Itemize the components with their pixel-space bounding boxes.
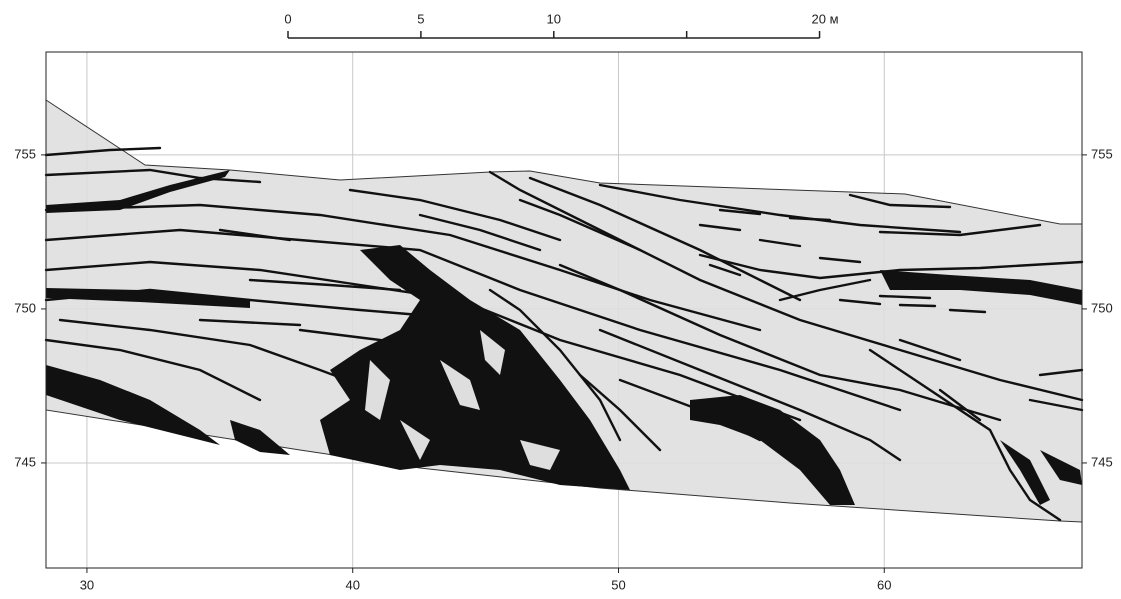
x-tick-label: 60 xyxy=(877,577,891,592)
x-tick-label: 30 xyxy=(80,577,94,592)
cross-section xyxy=(46,100,1082,522)
y-tick-label-right: 755 xyxy=(1091,146,1113,161)
y-tick-label: 750 xyxy=(14,300,36,315)
y-tick-label: 755 xyxy=(14,146,36,161)
scale-label: 0 xyxy=(284,11,291,26)
section-figure: 30 40 50 60 745 745 750 750 755 755 0 5 10 20 м xyxy=(0,0,1121,599)
x-tick-label: 50 xyxy=(611,577,625,592)
scale-label: 10 xyxy=(547,11,561,26)
y-tick-label-right: 745 xyxy=(1091,454,1113,469)
scale-label: 5 xyxy=(417,11,424,26)
bed-line xyxy=(900,305,935,306)
scale-label: 20 м xyxy=(812,11,839,26)
y-tick-label: 745 xyxy=(14,454,36,469)
x-tick-label: 40 xyxy=(345,577,359,592)
y-tick-label-right: 750 xyxy=(1091,300,1113,315)
